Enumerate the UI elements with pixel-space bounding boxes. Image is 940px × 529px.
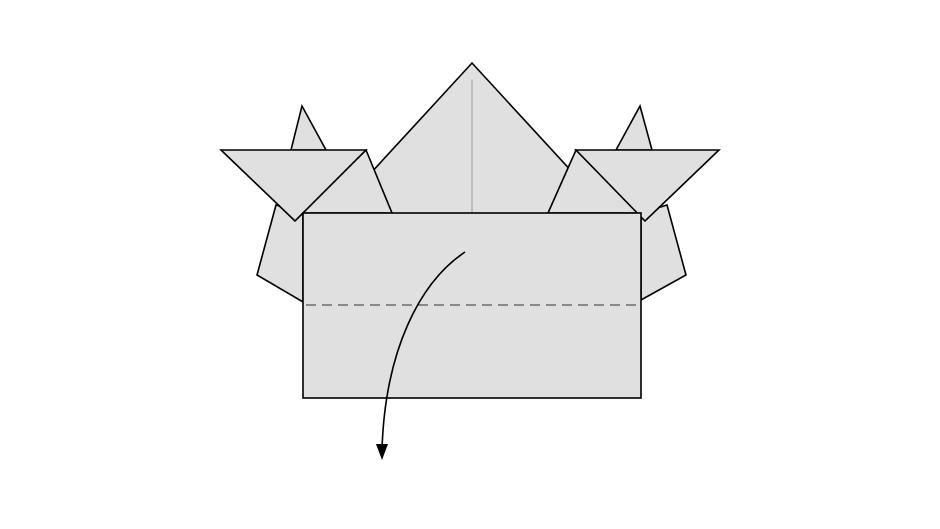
right-horn-main-triangle <box>574 149 721 223</box>
fold-arrow-curve <box>381 251 466 451</box>
left-horn-main-triangle <box>219 149 368 223</box>
right-horn-tip <box>614 103 654 151</box>
left-horn-tip <box>289 103 328 151</box>
fold-arrowhead-icon <box>376 444 388 460</box>
